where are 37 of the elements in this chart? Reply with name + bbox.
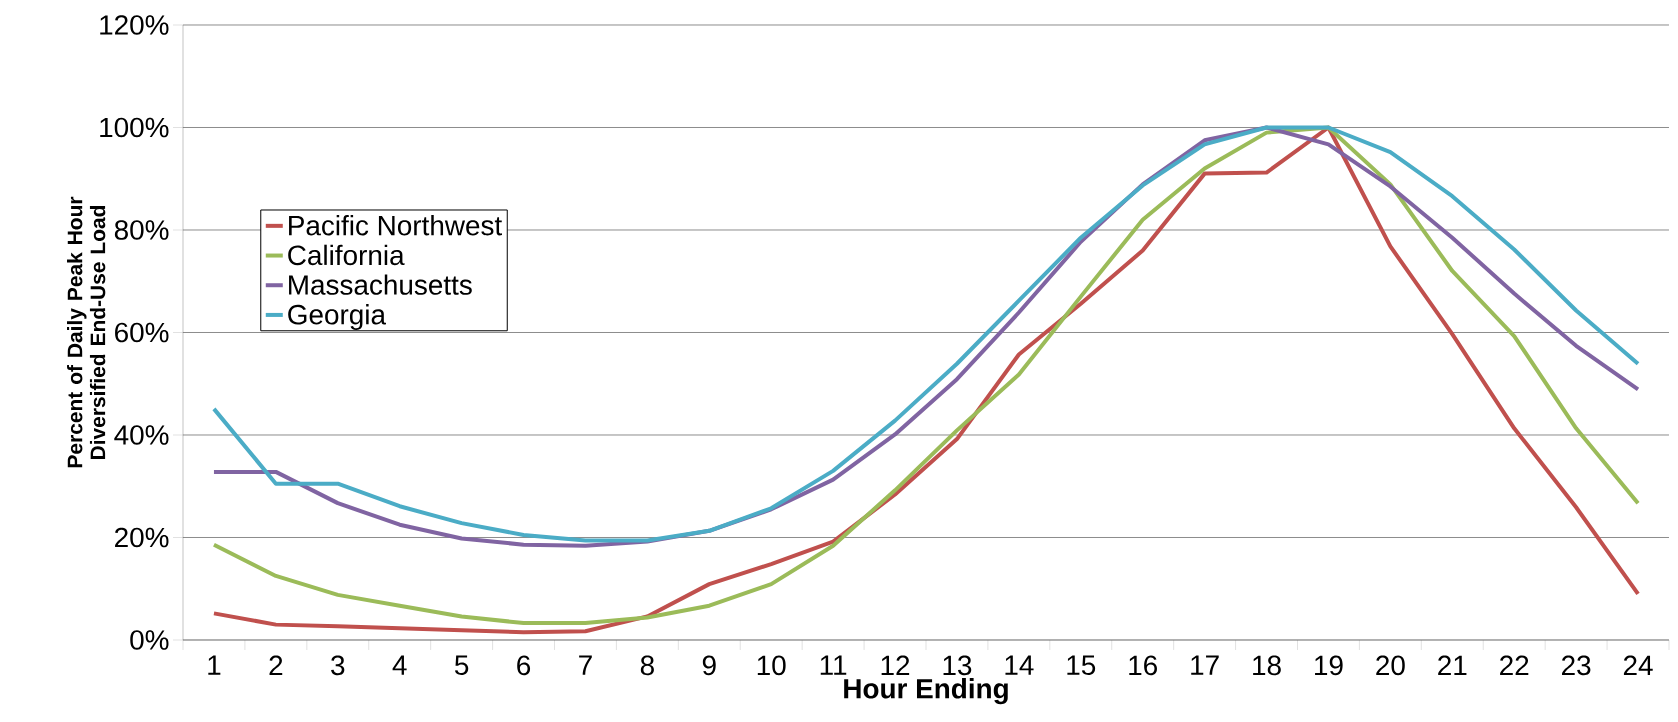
- x-tick-label: 14: [1005, 655, 1034, 675]
- x-tick-label: 5: [454, 655, 469, 675]
- x-tick-label: 7: [579, 655, 592, 675]
- x-tick-label: 2: [269, 655, 283, 675]
- x-tick-label: 24: [1623, 655, 1653, 675]
- x-tick-label: 21: [1438, 655, 1467, 675]
- x-tick-label: 8: [640, 655, 654, 676]
- x-tick-label: 1: [208, 655, 221, 675]
- y-tick-label: 100%: [100, 117, 169, 138]
- x-tick-label: 6: [517, 655, 531, 676]
- y-tick-label: 40%: [114, 425, 169, 445]
- x-tick-label: 9: [702, 655, 716, 676]
- x-tick-label: 23: [1562, 655, 1591, 676]
- x-tick-label: 22: [1500, 655, 1529, 675]
- x-tick-label: 19: [1315, 655, 1343, 676]
- x-tick-label: 20: [1376, 655, 1405, 676]
- legend-label: Georgia: [288, 304, 386, 331]
- x-tick-label: 11: [820, 655, 847, 675]
- y-tick-label: 20%: [115, 527, 169, 548]
- x-tick-label: 18: [1253, 655, 1281, 676]
- x-tick-label: 4: [392, 655, 407, 675]
- legend-label: Pacific Northwest: [289, 215, 502, 236]
- y-axis-title: Percent of Daily Peak Hour Diversified End-Use Load: [67, 196, 106, 468]
- y-tick-label: 60%: [115, 322, 169, 343]
- y-tick-label: 80%: [114, 220, 169, 240]
- x-tick-label: 16: [1129, 655, 1157, 676]
- x-tick-label: 15: [1067, 655, 1096, 675]
- y-tick-label: 0%: [130, 630, 169, 650]
- x-axis-title: Hour Ending: [844, 678, 1008, 705]
- x-tick-label: 10: [757, 655, 786, 676]
- legend-label: California: [288, 244, 405, 266]
- x-tick-label: 3: [331, 655, 345, 676]
- x-tick-label: 13: [943, 655, 972, 676]
- y-tick-label: 120%: [100, 15, 169, 35]
- legend-label: Massachusetts: [289, 274, 472, 295]
- x-tick-label: 12: [881, 655, 910, 675]
- x-tick-label: 17: [1191, 655, 1219, 675]
